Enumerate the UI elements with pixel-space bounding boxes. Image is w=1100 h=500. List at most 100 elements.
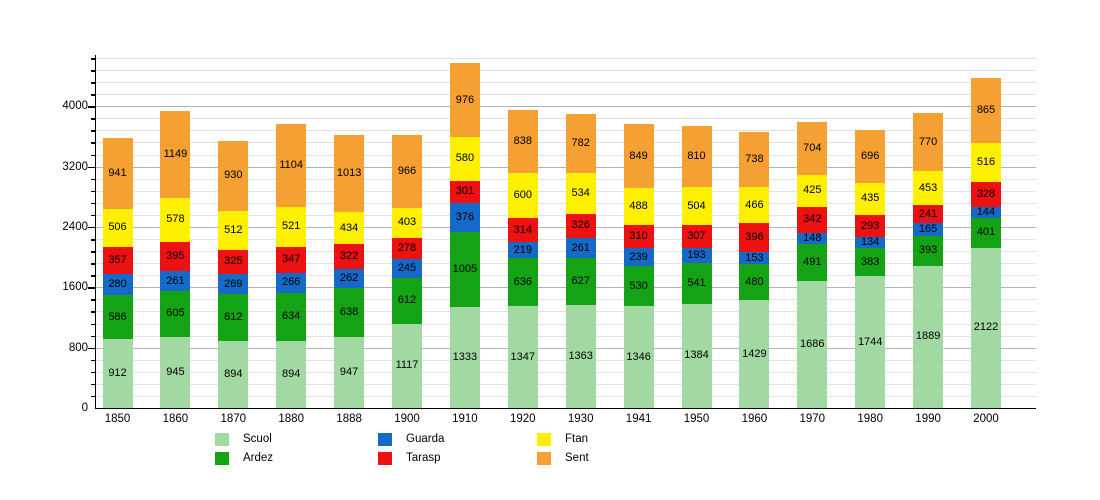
bar-value-label: 262 <box>339 272 359 285</box>
bar-segment-sent-1980: 696 <box>855 130 886 183</box>
bar-segment-scuol-1888: 947 <box>334 336 365 408</box>
bar-value-label: 945 <box>166 365 185 378</box>
bar-value-label: 266 <box>282 276 301 289</box>
bar-segment-ardez-1980: 383 <box>855 247 886 277</box>
bar-segment-scuol-1910: 1333 <box>449 307 480 408</box>
y-axis-tick <box>90 142 95 144</box>
bar-segment-ardez-1970: 491 <box>797 243 828 281</box>
bar-value-label: 347 <box>282 253 301 266</box>
bar-segment-ardez-1990: 393 <box>913 235 944 266</box>
bar-segment-ardez-1900: 612 <box>392 277 422 324</box>
bar-value-label: 241 <box>918 207 938 220</box>
bar-segment-tarasp-1960: 396 <box>739 222 770 253</box>
bar-value-label: 453 <box>918 181 938 194</box>
bar-value-label: 301 <box>455 185 475 198</box>
bar-segment-tarasp-1850: 357 <box>102 246 133 274</box>
bar-segment-ardez-1960: 480 <box>739 264 770 301</box>
bar-value-label: 810 <box>687 150 706 163</box>
bar-segment-scuol-1880: 894 <box>276 340 307 408</box>
bar-segment-ftan-1900: 403 <box>392 207 422 239</box>
bar-value-label: 326 <box>571 219 590 232</box>
bar-value-label: 696 <box>861 149 880 162</box>
bar-segment-tarasp-1888: 322 <box>334 244 365 269</box>
bar-value-label: 261 <box>166 274 185 287</box>
bar-value-label: 782 <box>571 137 590 150</box>
bar-value-label: 134 <box>861 236 880 248</box>
bar-segment-ftan-1990: 453 <box>913 171 944 206</box>
bar-value-label: 435 <box>861 192 880 205</box>
y-axis-tick <box>90 395 95 398</box>
bar-segment-guarda-1888: 262 <box>334 268 365 289</box>
bar-segment-guarda-1941: 239 <box>623 248 654 267</box>
bar-value-label: 165 <box>918 223 938 236</box>
minor-gridline <box>96 82 1036 84</box>
bar-segment-guarda-1850: 280 <box>102 273 133 295</box>
bar-value-label: 328 <box>976 187 996 200</box>
bar-value-label: 738 <box>745 153 764 166</box>
bar-segment-sent-1910: 976 <box>449 63 480 137</box>
bar-value-label: 770 <box>918 135 938 148</box>
legend-label-sent: Sent <box>565 452 589 464</box>
bar-value-label: 488 <box>629 200 648 213</box>
bar-value-label: 269 <box>224 277 243 290</box>
bar-segment-guarda-1900: 245 <box>392 259 422 278</box>
bar-value-label: 245 <box>397 261 417 274</box>
bar-value-label: 393 <box>918 244 938 257</box>
y-axis-tick <box>90 202 95 205</box>
bar-segment-ftan-1888: 434 <box>334 211 365 245</box>
bar-segment-guarda-2000: 144 <box>971 205 1001 218</box>
bar-segment-guarda-1960: 153 <box>739 252 770 264</box>
y-axis-tick-label: 0 <box>81 402 88 414</box>
bar-value-label: 966 <box>397 164 417 177</box>
legend-swatch-guarda <box>378 433 392 446</box>
bar-segment-ftan-1941: 488 <box>623 188 654 226</box>
bar-value-label: 434 <box>339 221 359 234</box>
x-axis-tick-label: 1960 <box>741 413 768 425</box>
bar-segment-scuol-1990: 1889 <box>913 265 944 408</box>
bar-value-label: 144 <box>976 205 996 218</box>
bar-segment-ftan-1930: 534 <box>565 173 596 214</box>
bar-segment-sent-1850: 941 <box>102 137 133 209</box>
bar-value-label: 491 <box>803 255 822 268</box>
bar-value-label: 506 <box>108 221 127 234</box>
bar-value-label: 586 <box>108 310 127 323</box>
bar-segment-tarasp-1920: 314 <box>507 218 538 242</box>
bar-segment-sent-1900: 966 <box>392 134 422 208</box>
x-axis-tick-label: 1910 <box>452 413 478 425</box>
bar-segment-ftan-1920: 600 <box>507 172 538 219</box>
bar-segment-ardez-2000: 401 <box>971 217 1001 248</box>
bar-segment-ftan-1880: 521 <box>276 207 307 247</box>
bar-segment-tarasp-1910: 301 <box>449 180 480 204</box>
bar-value-label: 383 <box>861 255 880 268</box>
bar-value-label: 322 <box>339 250 359 263</box>
y-axis-tick <box>90 371 95 374</box>
bar-segment-ftan-2000: 516 <box>971 143 1001 183</box>
bar-segment-sent-1888: 1013 <box>334 135 365 212</box>
bar-value-label: 1005 <box>452 263 478 276</box>
bar-value-label: 947 <box>339 365 359 378</box>
bar-segment-tarasp-1980: 293 <box>855 215 886 238</box>
bar-value-label: 638 <box>339 305 359 318</box>
y-axis-tick <box>90 190 95 193</box>
bar-value-label: 504 <box>687 199 706 212</box>
minor-gridline <box>96 70 1036 72</box>
y-axis-tick <box>87 287 95 289</box>
legend-label-guarda: Guarda <box>406 433 445 445</box>
bar-segment-scuol-1970: 1686 <box>797 280 828 408</box>
legend-label-scuol: Scuol <box>243 433 272 445</box>
minor-gridline <box>96 58 1036 60</box>
bar-segment-ardez-1850: 586 <box>102 295 133 340</box>
bar-segment-ftan-1960: 466 <box>739 187 770 223</box>
x-axis-tick-label: 1950 <box>683 413 710 425</box>
bar-value-label: 401 <box>976 226 996 239</box>
bar-segment-tarasp-1990: 241 <box>913 205 944 224</box>
bar-value-label: 941 <box>108 166 127 179</box>
y-axis-tick <box>90 118 95 120</box>
y-axis-tick <box>90 251 95 253</box>
y-axis-tick <box>90 383 95 386</box>
bar-segment-sent-1941: 849 <box>623 124 654 189</box>
bar-value-label: 534 <box>571 186 590 199</box>
bar-value-label: 1117 <box>395 359 419 372</box>
bar-value-label: 838 <box>513 134 532 147</box>
